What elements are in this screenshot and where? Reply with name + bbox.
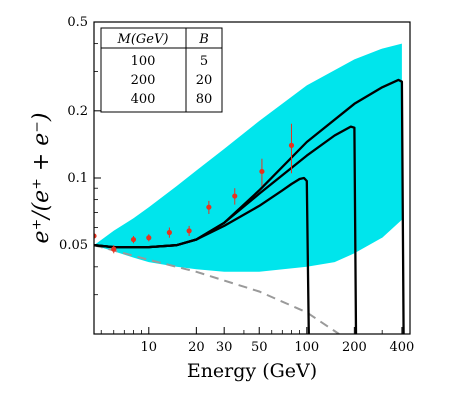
legend-cell-mass: 400 bbox=[131, 92, 156, 107]
axis-ticks: 10 20 30 50 100 200 400 0.05 0.1 0.2 0.5 bbox=[59, 15, 414, 355]
legend-cell-boost: 20 bbox=[196, 73, 213, 88]
legend-table-border bbox=[100, 27, 223, 113]
legend-header-boost: B bbox=[198, 32, 209, 47]
legend-cell-boost: 80 bbox=[196, 92, 213, 107]
y-tick-label: 0.05 bbox=[59, 238, 88, 253]
legend-cell-boost: 5 bbox=[200, 54, 208, 69]
x-tick-label: 100 bbox=[294, 340, 319, 355]
data-point bbox=[130, 236, 137, 243]
data-point bbox=[288, 142, 295, 148]
x-tick-label: 30 bbox=[216, 340, 233, 355]
y-axis-title: e⁺/(e⁺ + e⁻) bbox=[29, 113, 54, 244]
data-point bbox=[186, 228, 192, 234]
x-tick-label: 50 bbox=[251, 340, 268, 355]
legend-cell-mass: 100 bbox=[131, 54, 156, 69]
legend-cell-mass: 200 bbox=[131, 73, 156, 88]
y-tick-label: 0.1 bbox=[67, 171, 88, 186]
x-axis-title: Energy (GeV) bbox=[187, 360, 317, 382]
x-tick-label: 10 bbox=[141, 340, 158, 355]
y-tick-label: 0.5 bbox=[67, 15, 88, 30]
data-point bbox=[111, 246, 117, 252]
legend-table: M(GeV) B 100 5 200 20 400 80 bbox=[100, 27, 223, 113]
series-line-M400 bbox=[94, 78, 405, 334]
data-point bbox=[232, 193, 238, 199]
plot-area bbox=[94, 43, 405, 334]
uncertainty-band bbox=[94, 43, 402, 272]
x-tick-label: 20 bbox=[188, 340, 205, 355]
background-curve bbox=[94, 244, 340, 334]
data-point bbox=[206, 204, 212, 210]
legend-header-mass: M(GeV) bbox=[117, 32, 169, 47]
data-point bbox=[146, 235, 152, 241]
data-point bbox=[94, 233, 97, 239]
data-point bbox=[259, 168, 265, 175]
y-tick-label: 0.2 bbox=[67, 104, 88, 119]
x-tick-label: 200 bbox=[342, 340, 367, 355]
data-point bbox=[166, 229, 172, 236]
x-tick-label: 400 bbox=[390, 340, 415, 355]
